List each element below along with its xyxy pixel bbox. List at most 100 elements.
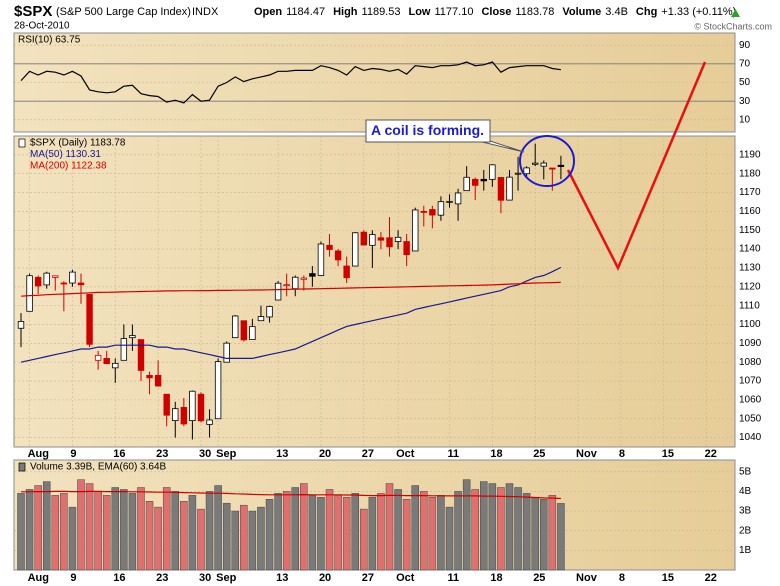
volume-bar [51, 495, 60, 571]
volume-bar [334, 495, 342, 571]
candle-body [472, 178, 479, 186]
x-tick-label: 9 [70, 448, 76, 460]
quote-line: Open 1184.47 High 1189.53 Low 1177.10 Close 118… [254, 6, 736, 18]
x-tick-label: Sep [216, 572, 236, 584]
quote-value: 3.4B [605, 6, 628, 18]
quote-value: 1189.53 [362, 6, 401, 18]
volume-bar [154, 506, 162, 571]
x-tick-label: Aug [28, 448, 49, 460]
candle-body [189, 390, 196, 422]
volume-bar [325, 489, 334, 571]
candle-body [103, 358, 110, 364]
x-tick-label: 15 [662, 448, 674, 460]
legend-swatch [18, 462, 26, 472]
y-tick-label: 1150 [739, 225, 761, 236]
date: 28-Oct-2010 [14, 21, 70, 32]
x-tick-label: 30 [199, 572, 211, 584]
x-tick-label: 23 [156, 448, 168, 460]
candle-body [214, 361, 222, 420]
x-tick-label: 22 [705, 572, 717, 584]
legend-swatch [18, 138, 26, 148]
candle-body [317, 243, 325, 276]
volume-bar [437, 495, 445, 571]
volume-bar [265, 499, 274, 571]
volume-bar [42, 481, 51, 571]
volume-bar [394, 489, 402, 571]
volume-bar [402, 499, 411, 571]
x-tick-label: 25 [533, 448, 545, 460]
candle-body [223, 342, 230, 363]
candle-body [300, 277, 308, 280]
volume-bar [368, 497, 377, 571]
volume-bar [60, 493, 68, 571]
volume-bar [274, 493, 282, 571]
volume-bar [497, 487, 505, 571]
candle-body [377, 237, 385, 241]
series-line [20, 266, 562, 363]
volume-bar [137, 487, 145, 571]
legend-entry: MA(50) 1130.31 [30, 149, 101, 160]
volume-bar [540, 499, 548, 571]
y-tick-label: 1140 [739, 244, 761, 255]
volume-bar [557, 503, 565, 571]
x-tick-label: Aug [28, 572, 49, 584]
candle-body [429, 209, 436, 216]
x-tick-label: 15 [662, 572, 674, 584]
candle-body [120, 338, 128, 361]
candle-body [232, 315, 239, 339]
y-tick-label: 1160 [739, 206, 761, 217]
candle-body [172, 408, 179, 422]
legend-entry: RSI(10) 63.75 [18, 35, 81, 46]
candle-body [240, 320, 248, 341]
candle-body [77, 282, 85, 286]
x-tick-label: 8 [619, 572, 625, 584]
volume-bar [128, 493, 137, 571]
candle-body [497, 177, 505, 201]
x-tick-label: 16 [113, 448, 125, 460]
volume-bar [351, 493, 359, 571]
series-line [20, 281, 561, 297]
candle-body [532, 162, 539, 165]
candle-body [257, 316, 265, 322]
copyright: © StockCharts.com [694, 21, 772, 31]
quote-label: Chg [636, 6, 657, 18]
legend-entry: MA(200) 1122.38 [30, 161, 107, 172]
volume-bar [377, 493, 385, 571]
volume-bar [197, 508, 205, 571]
volume-bar [548, 495, 557, 571]
volume-bar [120, 489, 128, 571]
candle-body [292, 276, 299, 290]
candle-body [52, 275, 59, 278]
candle-body [557, 164, 565, 167]
x-tick-label: 11 [448, 572, 460, 584]
candle-body [26, 275, 33, 312]
candle-body [343, 265, 350, 279]
volume-bar [420, 491, 428, 571]
x-tick-label: 18 [490, 572, 502, 584]
symbol: $SPX [14, 3, 52, 20]
candle-body [197, 393, 205, 422]
projection-line [566, 61, 707, 271]
candle-body [249, 326, 256, 340]
x-tick-label: Sep [216, 448, 236, 460]
volume-bar [171, 491, 180, 571]
candle-body [266, 306, 273, 318]
candle-body [274, 282, 282, 301]
volume-bar [85, 483, 94, 571]
volume-bar [77, 479, 85, 571]
x-tick-label: 27 [362, 448, 374, 460]
x-tick-label: Nov [576, 572, 598, 584]
x-tick-label: Nov [576, 448, 598, 460]
candle-body [394, 236, 402, 242]
candle-body [454, 192, 462, 205]
volume-bar [257, 506, 265, 571]
candle-body [480, 178, 487, 182]
x-tick-label: 23 [156, 572, 168, 584]
x-tick-label: Oct [396, 448, 415, 460]
y-tick-label: 5B [739, 466, 752, 477]
exchange: INDX [192, 6, 219, 18]
volume-bar [342, 497, 351, 571]
series-line [21, 490, 561, 500]
candle-body [360, 231, 367, 246]
candle-body [334, 250, 342, 261]
